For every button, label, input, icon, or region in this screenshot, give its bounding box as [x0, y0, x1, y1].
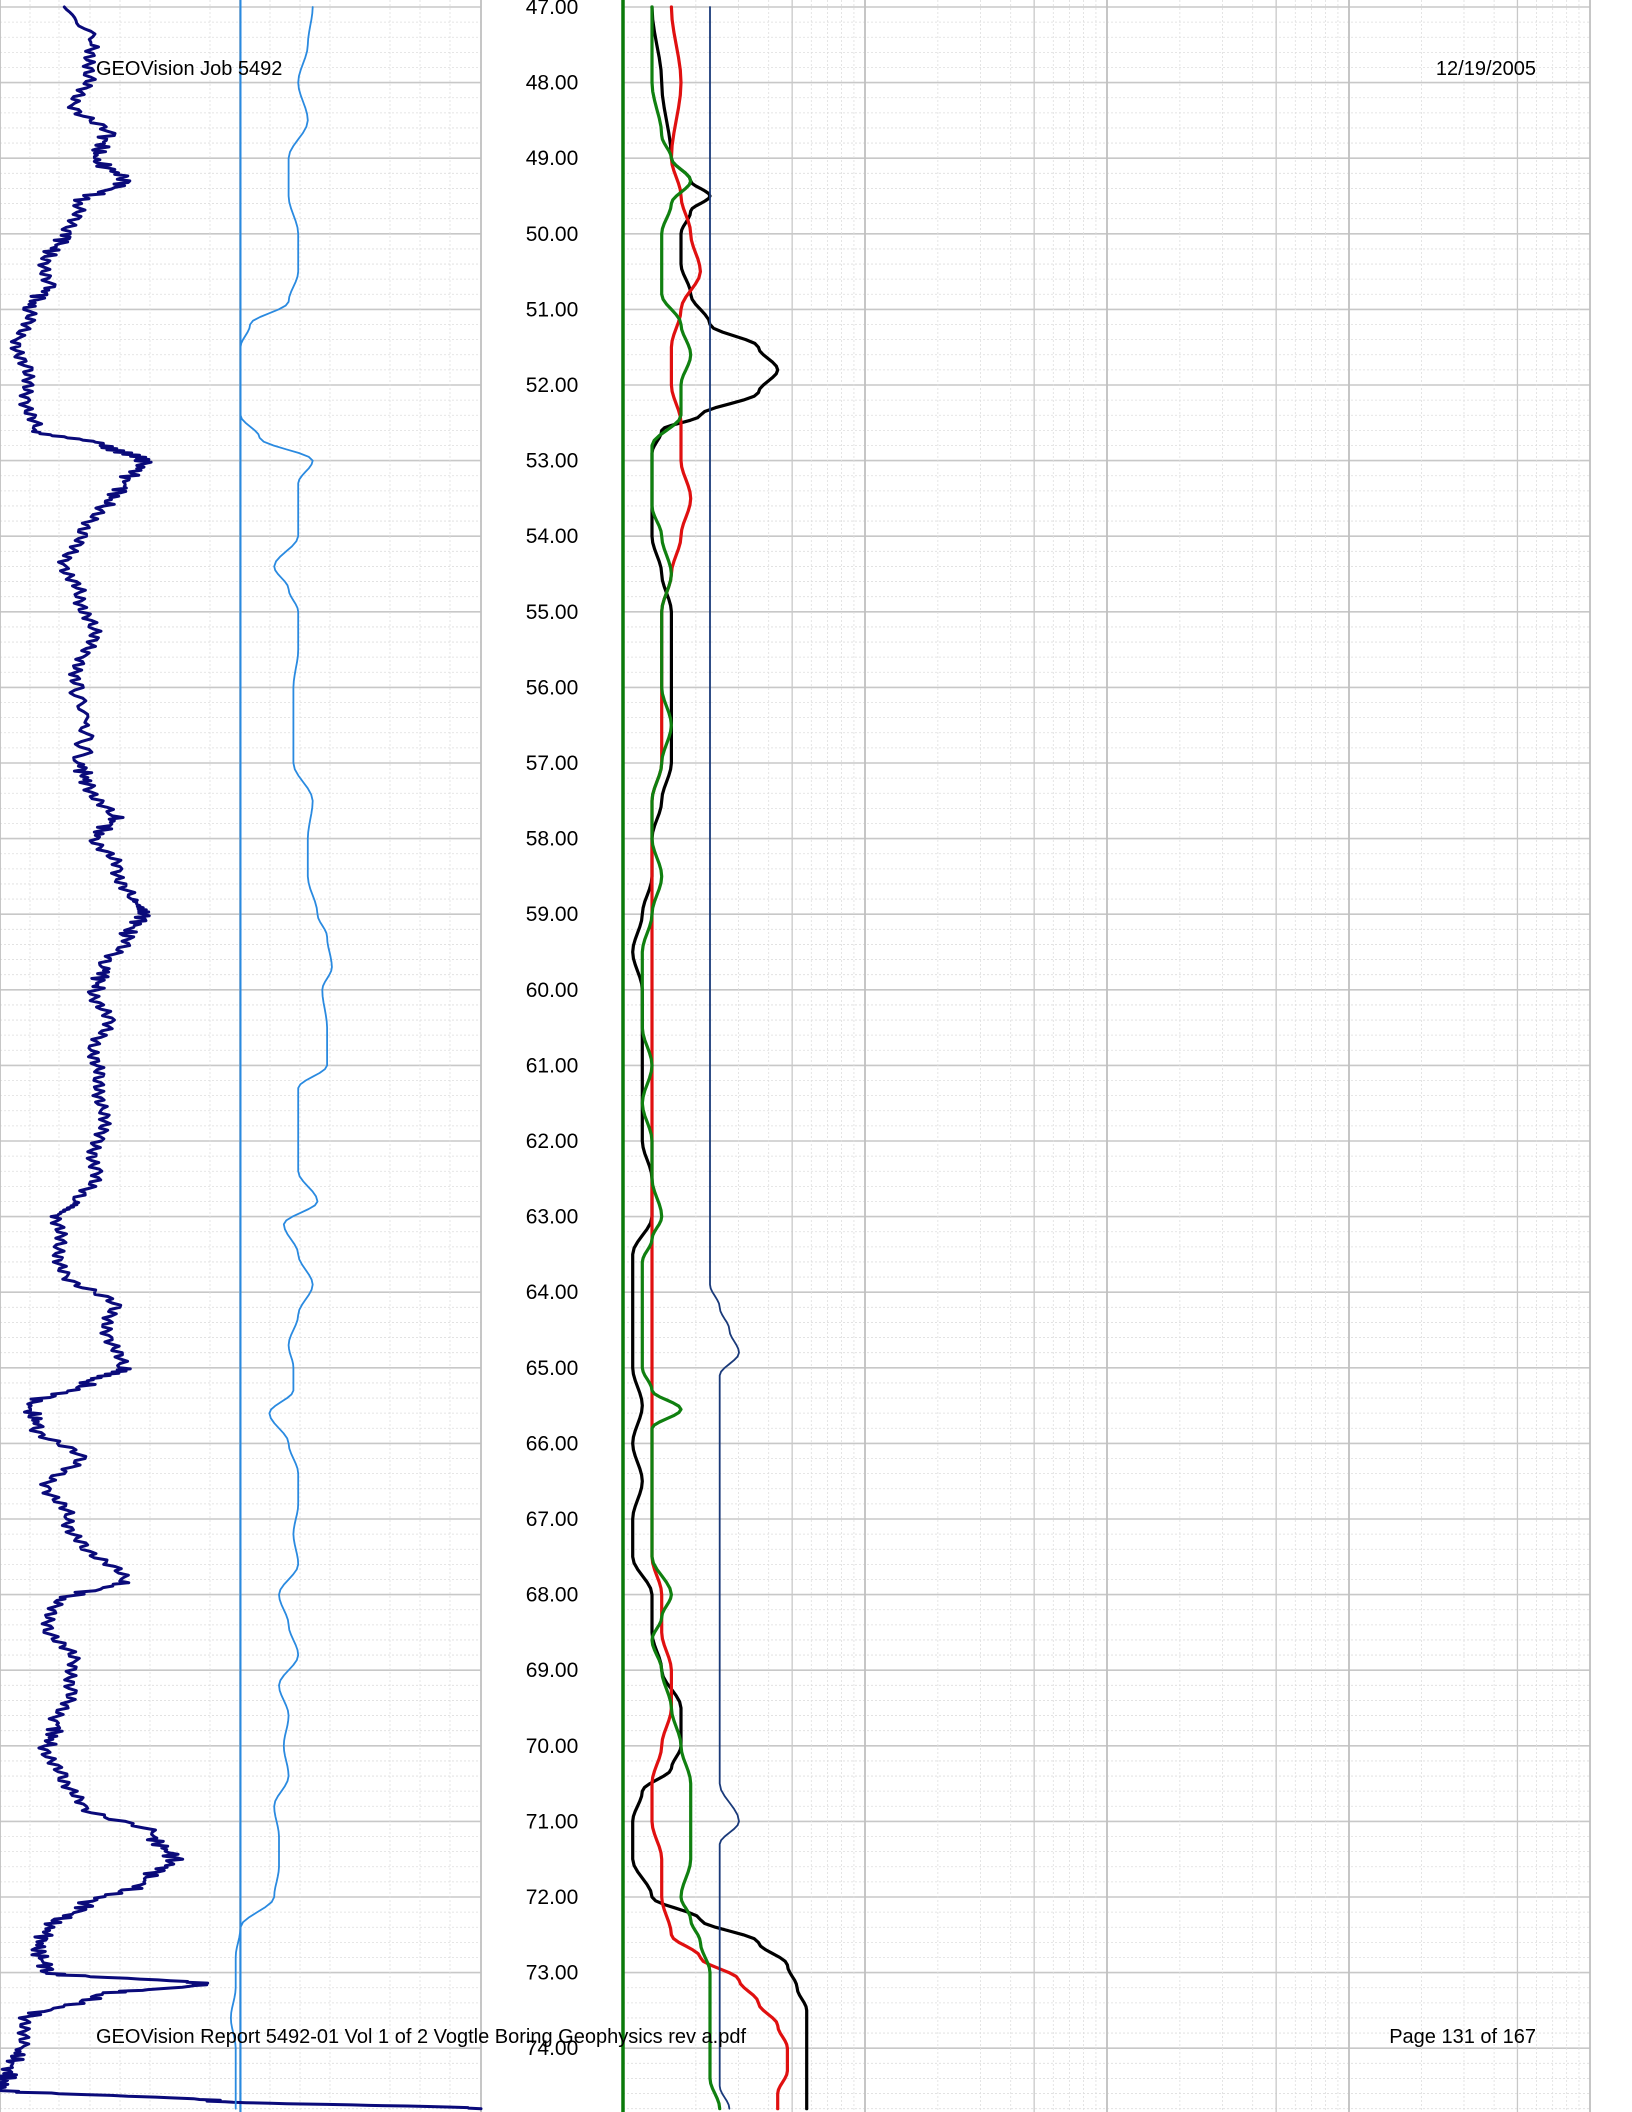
- report-filename: GEOVision Report 5492-01 Vol 1 of 2 Vogt…: [96, 2026, 747, 2048]
- depth-tick-label: 74.00: [526, 2037, 579, 2060]
- depth-tick-label: 54.00: [526, 525, 579, 548]
- series-line-left-track-2: [230, 6, 333, 2110]
- depth-tick-label: 57.00: [526, 752, 579, 775]
- depth-tick-label: 48.00: [526, 72, 579, 95]
- series-line-left-track-1: [0, 5, 483, 2111]
- depth-tick-label: 65.00: [526, 1357, 579, 1380]
- depth-tick-label: 53.00: [526, 450, 579, 473]
- depth-tick-label: 64.00: [526, 1281, 579, 1304]
- depth-tick-label: 67.00: [526, 1508, 579, 1531]
- page-number: Page 131 of 167: [1389, 2026, 1536, 2048]
- depth-tick-label: 60.00: [526, 979, 579, 1002]
- job-title: GEOVision Job 5492: [96, 58, 283, 80]
- depth-tick-label: 49.00: [526, 147, 579, 170]
- report-date: 12/19/2005: [1435, 58, 1536, 80]
- depth-tick-label: 63.00: [526, 1206, 579, 1229]
- depth-tick-label: 52.00: [526, 374, 579, 397]
- depth-tick-label: 51.00: [526, 298, 579, 321]
- depth-tick-label: 61.00: [526, 1054, 579, 1077]
- depth-tick-label: 56.00: [526, 676, 579, 699]
- depth-tick-label: 73.00: [526, 1962, 579, 1985]
- depth-tick-label: 58.00: [526, 828, 579, 851]
- depth-tick-label: 55.00: [526, 601, 579, 624]
- depth-tick-label: 66.00: [526, 1432, 579, 1455]
- depth-tick-label: 50.00: [526, 223, 579, 246]
- depth-tick-label: 62.00: [526, 1130, 579, 1153]
- series-line-right-track-3: [640, 5, 722, 2111]
- depth-tick-label: 72.00: [526, 1886, 579, 1909]
- series: [0, 0, 809, 2112]
- series-line-right-track-1: [631, 5, 809, 2111]
- depth-tick-label: 47.00: [526, 0, 579, 19]
- depth-tick-label: 70.00: [526, 1735, 579, 1758]
- depth-tick-label: 69.00: [526, 1659, 579, 1682]
- depth-tick-label: 71.00: [526, 1810, 579, 1833]
- depth-axis: 47.00 48.00 49.00 50.00 51.00 52.00 53.00 54.00…: [526, 0, 579, 2060]
- depth-tick-label: 68.00: [526, 1584, 579, 1607]
- depth-tick-label: 59.00: [526, 903, 579, 926]
- series-line-right-track-4: [709, 6, 740, 2110]
